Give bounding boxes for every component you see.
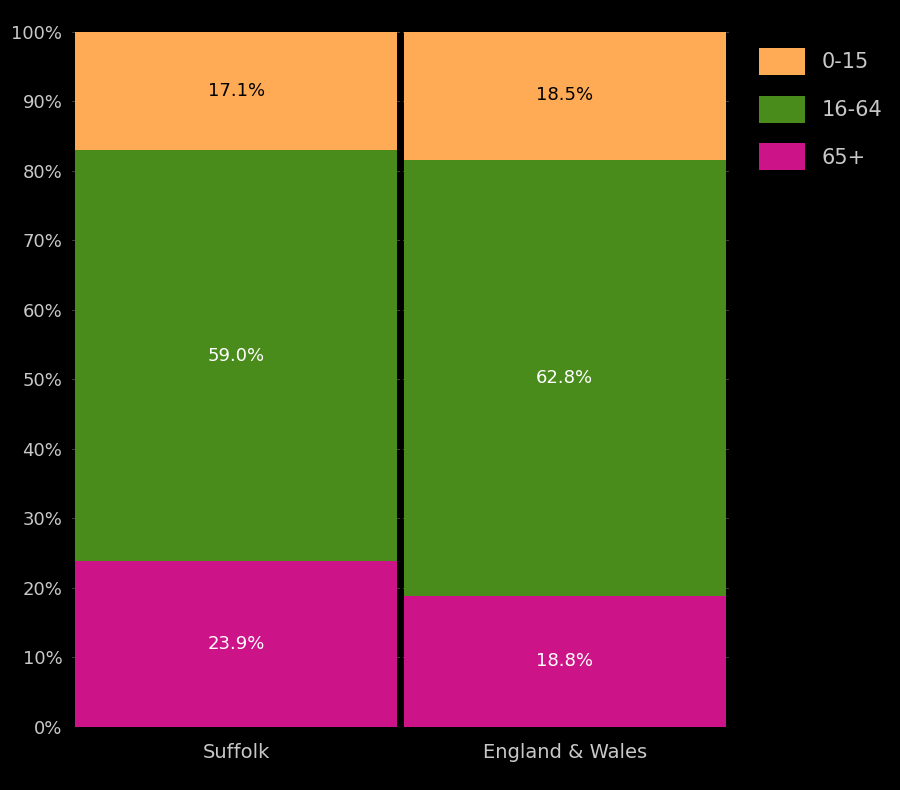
Bar <box>404 160 725 596</box>
Text: 18.5%: 18.5% <box>536 86 593 104</box>
Bar <box>76 32 397 150</box>
Text: 23.9%: 23.9% <box>208 634 265 653</box>
Bar <box>76 561 397 727</box>
Text: 17.1%: 17.1% <box>208 82 265 100</box>
Text: 59.0%: 59.0% <box>208 347 265 364</box>
Legend: 0-15, 16-64, 65+: 0-15, 16-64, 65+ <box>752 42 888 176</box>
Bar <box>404 596 725 727</box>
Text: 62.8%: 62.8% <box>536 369 593 387</box>
Text: 18.8%: 18.8% <box>536 653 593 671</box>
Bar <box>404 31 725 160</box>
Bar <box>76 150 397 561</box>
